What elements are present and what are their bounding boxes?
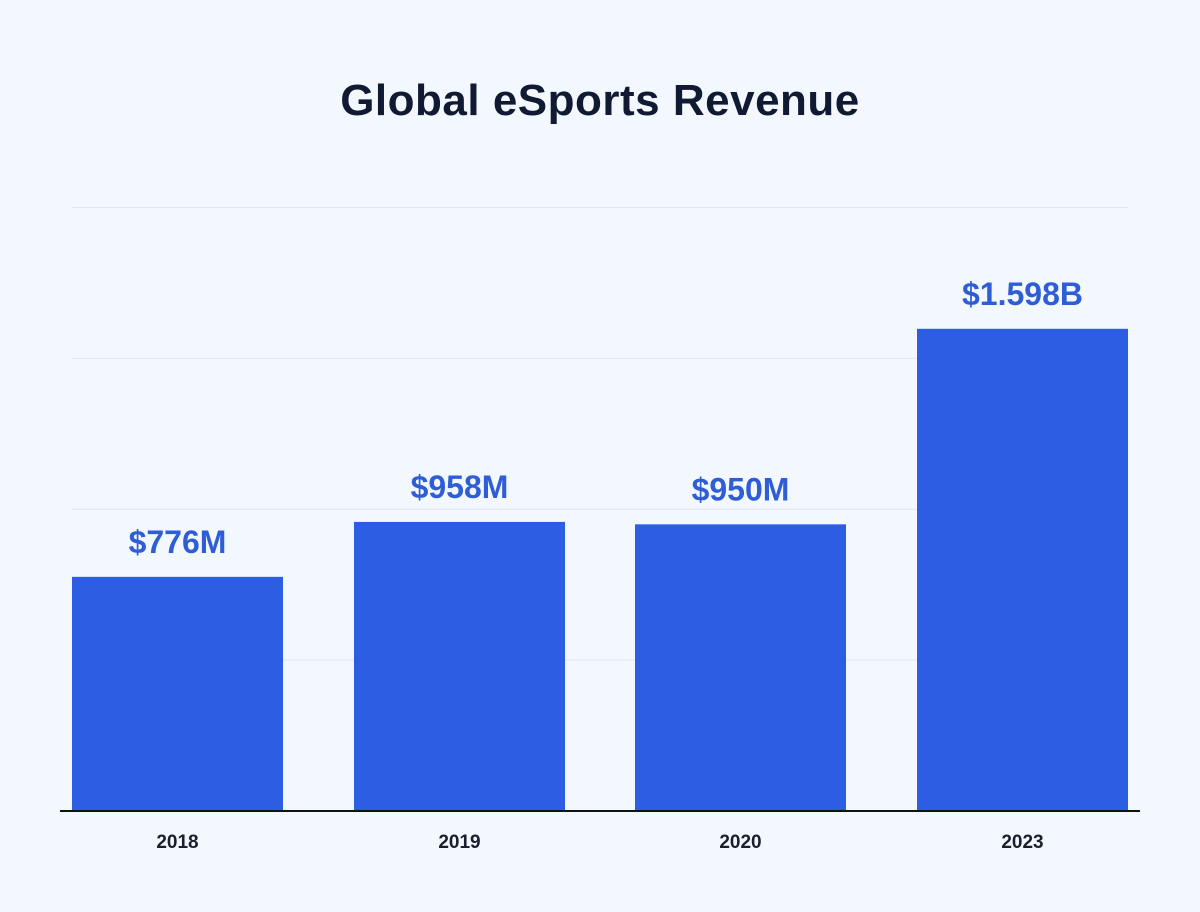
bar-2020 — [635, 524, 846, 811]
bar-2018 — [72, 576, 283, 811]
data-label-2020: $950M — [692, 471, 790, 507]
data-label-2023: $1.598B — [962, 276, 1083, 312]
bar-2019 — [354, 521, 565, 811]
x-tick-label-2020: 2020 — [719, 832, 761, 853]
bar-2023 — [917, 328, 1128, 811]
x-tick-label-2018: 2018 — [156, 832, 198, 853]
x-tick-label-2023: 2023 — [1001, 832, 1043, 853]
data-label-2018: $776M — [129, 524, 227, 560]
x-tick-label-2019: 2019 — [438, 832, 480, 853]
chart-title: Global eSports Revenue — [340, 76, 860, 125]
data-label-2019: $958M — [411, 469, 509, 505]
